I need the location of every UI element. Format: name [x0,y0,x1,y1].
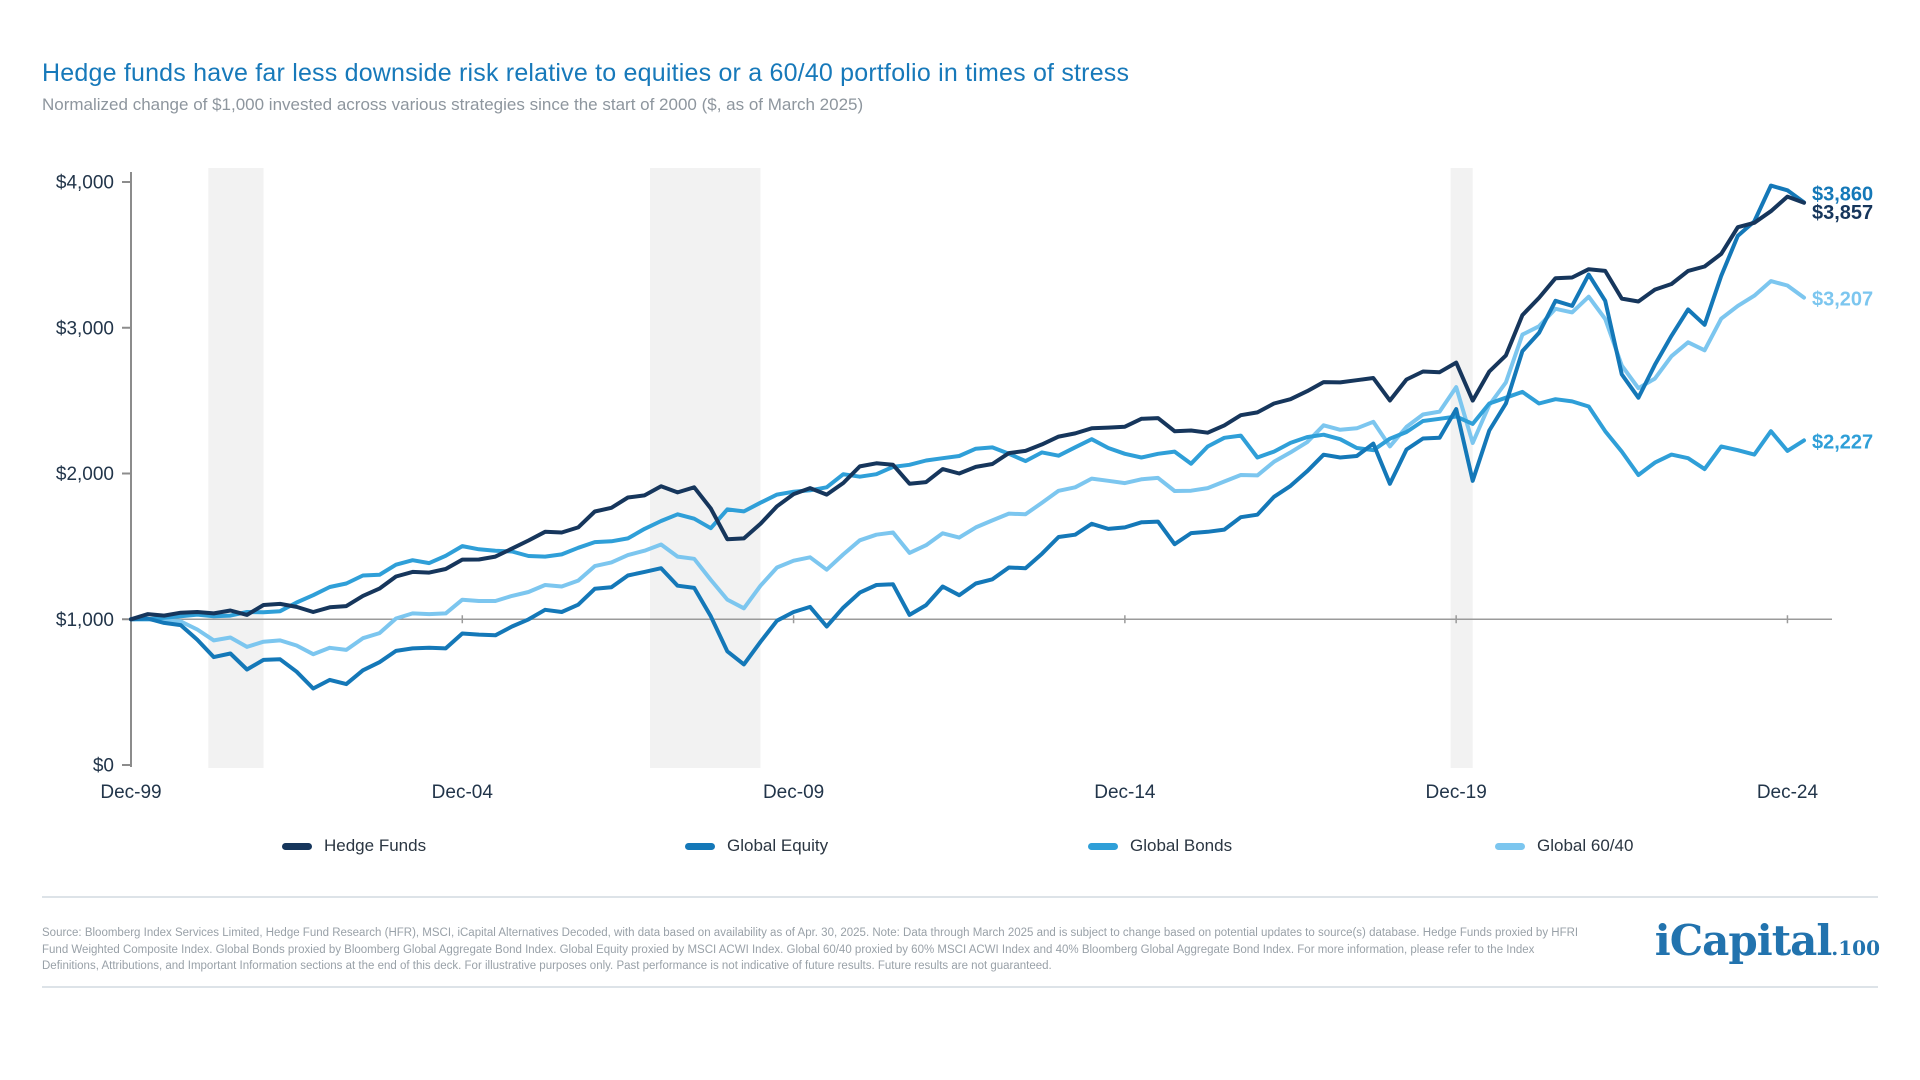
series-line-global-bonds [129,389,1806,622]
legend-label: Global Bonds [1130,836,1233,855]
y-tick-label: $1,000 [56,610,114,631]
end-label-hedge-funds: $3,857 [1812,202,1873,224]
legend-item-global-equity: Global Equity [685,836,828,856]
page-subtitle: Normalized change of $1,000 invested acr… [42,95,864,114]
series-line-hedge-funds [129,194,1806,622]
legend-marker [1495,842,1525,850]
recession-band [208,168,264,768]
end-label-global-bonds: $2,227 [1812,431,1873,453]
legend-label: Global 60/40 [1537,836,1634,855]
series-line-global-equity [129,183,1806,691]
x-tick-label: Dec-14 [1094,782,1156,803]
series-line-global-60-40 [129,279,1806,657]
x-tick-label: Dec-09 [763,782,824,803]
page-title: Hedge funds have far less downside risk … [42,59,1130,87]
icapital-logo-suffix: .100 [1831,936,1880,960]
footer-divider-top [42,896,1878,898]
icapital-logo: iCapital.100 [1655,916,1880,965]
source-note: Source: Bloomberg Index Services Limited… [42,925,1687,975]
legend-label: Hedge Funds [324,836,427,855]
source-note-line: Source: Bloomberg Index Services Limited… [42,927,1579,939]
end-label-global-60-40: $3,207 [1812,289,1873,311]
icapital-logo-text: iCapital [1654,916,1832,965]
performance-line-chart: $4,000 $3,000 $2,000 $1,000 $0 Dec-99 Dec-04 De… [56,168,1873,803]
end-label-global-equity: $3,860 [1812,183,1873,205]
legend-marker [282,842,312,850]
recession-band [650,168,761,768]
y-tick-label: $4,000 [56,173,114,194]
chart-legend: Hedge Funds Global Equity Global Bonds Glob… [0,836,1920,862]
legend-item-global-60-40: Global 60/40 [1495,836,1633,856]
legend-item-global-bonds: Global Bonds [1088,836,1232,856]
y-tick-label: $2,000 [56,464,114,485]
footer-divider-bottom [42,986,1878,988]
y-tick-label: $0 [93,756,114,777]
x-tick-label: Dec-99 [100,782,161,803]
x-tick-label: Dec-24 [1757,782,1819,803]
legend-marker [685,842,715,850]
legend-label: Global Equity [727,836,829,855]
legend-item-hedge-funds: Hedge Funds [282,836,426,856]
y-tick-label: $3,000 [56,318,114,339]
x-tick-label: Dec-04 [432,782,494,803]
source-note-line: Fund Weighted Composite Index. Global Bo… [42,943,1535,956]
x-tick-label: Dec-19 [1426,782,1487,803]
legend-marker [1088,842,1118,850]
source-note-line: Definitions, Attributions, and Important… [42,960,1052,973]
